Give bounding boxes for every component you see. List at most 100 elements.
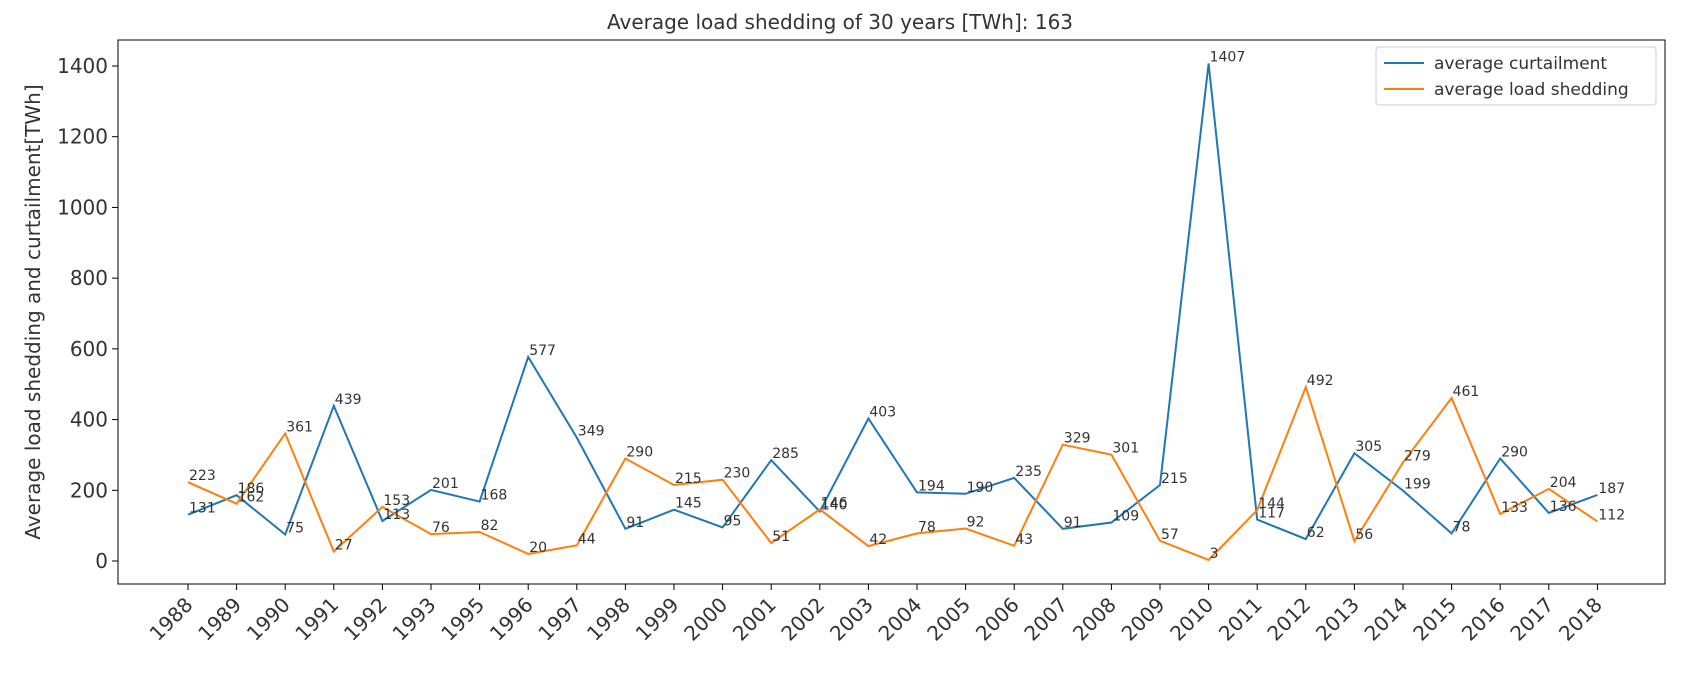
data-label-curtailment: 91	[626, 515, 644, 531]
data-labels: 131 186 75 439 113 201 168 577 349 91 145 95 285 140 4…	[189, 50, 1625, 562]
legend: average curtailment average load sheddin…	[1375, 46, 1657, 106]
data-label-load-shedding: 92	[967, 514, 985, 530]
x-tick-label: 2002	[776, 593, 829, 646]
data-label-load-shedding: 20	[529, 540, 547, 556]
data-label-load-shedding: 146	[821, 495, 848, 511]
x-tick-label: 2018	[1554, 593, 1607, 646]
y-tick-label: 800	[70, 266, 108, 290]
data-label-load-shedding: 492	[1307, 373, 1334, 389]
x-tick-label: 1988	[145, 593, 198, 646]
data-label-load-shedding: 78	[918, 519, 936, 535]
x-tick-label: 1996	[485, 593, 538, 646]
data-label-load-shedding: 329	[1064, 431, 1091, 447]
x-tick-label: 2006	[971, 593, 1024, 646]
series-group	[187, 63, 1598, 562]
chart-title: Average load shedding of 30 years [TWh]:…	[607, 10, 1073, 34]
data-label-curtailment: 62	[1307, 525, 1325, 541]
data-label-curtailment: 91	[1064, 515, 1082, 531]
y-tick-label: 200	[70, 478, 108, 502]
data-label-curtailment: 168	[481, 488, 508, 504]
x-tick-label: 2000	[679, 593, 732, 646]
data-label-curtailment: 349	[578, 424, 605, 440]
data-label-load-shedding: 27	[335, 537, 353, 553]
x-tick-label: 2013	[1311, 593, 1364, 646]
data-label-curtailment: 117	[1258, 506, 1285, 522]
data-label-curtailment: 439	[335, 392, 362, 408]
data-label-curtailment: 403	[869, 405, 896, 421]
x-tick-label: 1993	[388, 593, 441, 646]
x-tick-label: 2005	[922, 593, 975, 646]
data-label-curtailment: 1407	[1210, 50, 1246, 66]
data-label-curtailment: 190	[967, 480, 994, 496]
data-label-load-shedding: 290	[626, 444, 653, 460]
data-label-load-shedding: 56	[1355, 527, 1373, 543]
y-axis: 0 200 400 600 800 1000 1200 1400	[57, 54, 118, 573]
data-label-curtailment: 131	[189, 501, 216, 517]
y-tick-label: 400	[70, 408, 108, 432]
data-label-curtailment: 215	[1161, 471, 1188, 487]
data-label-load-shedding: 301	[1112, 441, 1139, 457]
data-label-curtailment: 140	[821, 498, 848, 514]
data-label-load-shedding: 44	[578, 531, 596, 547]
data-label-load-shedding: 144	[1258, 496, 1285, 512]
data-label-curtailment: 305	[1355, 439, 1382, 455]
data-label-curtailment: 136	[1550, 499, 1577, 515]
series-line-load-shedding	[187, 384, 1598, 562]
data-label-load-shedding: 461	[1453, 384, 1480, 400]
data-label-load-shedding: 3	[1210, 546, 1219, 562]
data-label-load-shedding: 82	[481, 518, 499, 534]
x-tick-label: 2003	[825, 593, 878, 646]
x-tick-label: 2009	[1117, 593, 1170, 646]
data-label-curtailment: 95	[724, 513, 742, 529]
data-label-curtailment: 145	[675, 496, 702, 512]
data-label-curtailment: 290	[1501, 444, 1528, 460]
data-label-load-shedding: 230	[724, 466, 751, 482]
y-tick-label: 1200	[57, 125, 108, 149]
data-label-load-shedding: 279	[1404, 448, 1431, 464]
data-label-curtailment: 186	[238, 481, 265, 497]
legend-box	[1375, 46, 1657, 106]
data-label-curtailment: 199	[1404, 477, 1431, 493]
y-tick-label: 1400	[57, 54, 108, 78]
y-axis-label: Average load shedding and curtailment[TW…	[21, 84, 45, 539]
x-tick-label: 1999	[631, 593, 684, 646]
data-label-curtailment: 75	[286, 520, 304, 536]
data-label-curtailment: 78	[1453, 519, 1471, 535]
x-tick-label: 2017	[1505, 593, 1558, 646]
series-line-curtailment	[187, 63, 1598, 541]
data-label-curtailment: 285	[772, 446, 799, 462]
x-tick-label: 2008	[1068, 593, 1121, 646]
data-label-curtailment: 577	[529, 343, 556, 359]
x-tick-label: 2001	[728, 593, 781, 646]
data-label-load-shedding: 51	[772, 529, 790, 545]
x-tick-label: 1992	[339, 593, 392, 646]
x-tick-label: 2004	[874, 593, 927, 646]
y-tick-label: 1000	[57, 195, 108, 219]
data-label-curtailment: 194	[918, 478, 945, 494]
x-tick-label: 2014	[1360, 593, 1413, 646]
data-label-load-shedding: 42	[869, 532, 887, 548]
data-label-load-shedding: 76	[432, 520, 450, 536]
data-label-load-shedding: 215	[675, 471, 702, 487]
x-tick-label: 2007	[1019, 593, 1072, 646]
data-label-curtailment: 109	[1112, 508, 1139, 524]
x-tick-label: 2012	[1262, 593, 1315, 646]
data-label-curtailment: 201	[432, 476, 459, 492]
data-label-curtailment: 235	[1015, 464, 1042, 480]
x-tick-label: 2010	[1165, 593, 1218, 646]
data-label-curtailment: 187	[1598, 481, 1625, 497]
legend-label-curtailment: average curtailment	[1434, 54, 1607, 74]
data-label-load-shedding: 361	[286, 419, 313, 435]
data-label-load-shedding: 43	[1015, 532, 1033, 548]
x-axis: 1988198919901991199219931995199619971998…	[145, 584, 1607, 646]
x-tick-label: 1990	[242, 593, 295, 646]
x-tick-label: 1991	[290, 593, 343, 646]
x-tick-label: 1997	[533, 593, 586, 646]
data-label-load-shedding: 223	[189, 468, 216, 484]
x-tick-label: 1998	[582, 593, 635, 646]
x-tick-label: 2015	[1408, 593, 1461, 646]
data-label-load-shedding: 162	[238, 490, 265, 506]
x-tick-label: 2016	[1457, 593, 1510, 646]
data-label-load-shedding: 204	[1550, 475, 1577, 491]
